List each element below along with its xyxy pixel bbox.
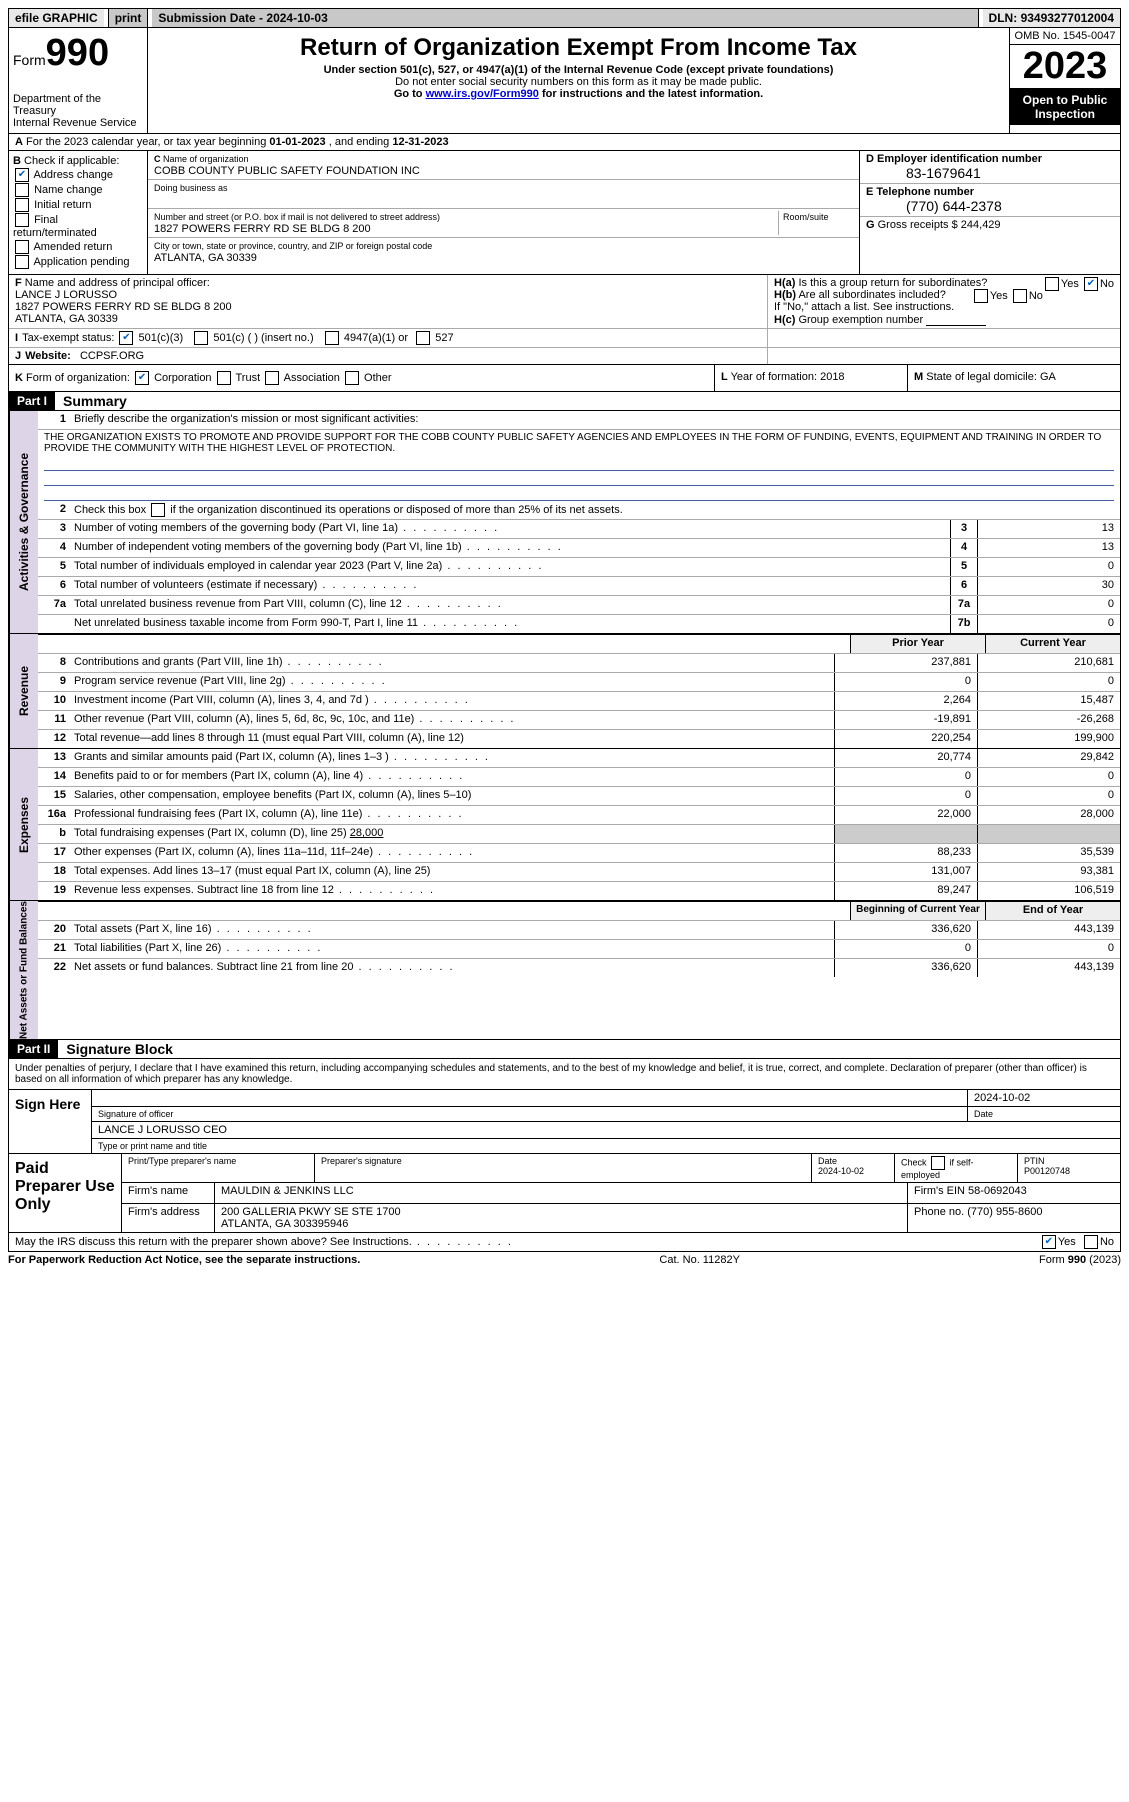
page-footer: For Paperwork Reduction Act Notice, see …: [8, 1252, 1121, 1268]
irs-label: Internal Revenue Service: [13, 117, 143, 129]
subtitle-3: Go to www.irs.gov/Form990 for instructio…: [156, 88, 1001, 100]
check-amended[interactable]: Amended return: [13, 240, 143, 254]
checkbox-icon[interactable]: [325, 331, 339, 345]
irs-link[interactable]: www.irs.gov/Form990: [426, 88, 539, 100]
gross-receipts: 244,429: [961, 219, 1001, 231]
paid-preparer-grid: Paid Preparer Use Only Print/Type prepar…: [9, 1153, 1120, 1232]
row-j: JWebsite: CCPSF.ORG: [9, 348, 768, 364]
city-state-zip: ATLANTA, GA 30339: [154, 252, 257, 264]
checkbox-icon[interactable]: [1045, 277, 1059, 291]
checkbox-icon: [15, 213, 29, 227]
top-bar: efile GRAPHIC print Submission Date - 20…: [8, 8, 1121, 28]
checkbox-icon[interactable]: [416, 331, 430, 345]
checkbox-icon[interactable]: [1042, 1235, 1056, 1249]
public-inspection: Open to Public Inspection: [1010, 89, 1120, 125]
block-bcd: B Check if applicable: Address change Na…: [8, 151, 1121, 275]
summary-governance: Activities & Governance 1Briefly describ…: [8, 411, 1121, 634]
dept-treasury: Department of the Treasury: [13, 93, 143, 117]
print-button[interactable]: print: [108, 9, 149, 27]
col-c: C Name of organization COBB COUNTY PUBLI…: [148, 151, 860, 274]
checkbox-icon[interactable]: [265, 371, 279, 385]
checkbox-icon[interactable]: [1084, 1235, 1098, 1249]
checkbox-icon: [15, 255, 29, 269]
dln: DLN: 93493277012004: [983, 9, 1120, 27]
checkbox-icon[interactable]: [151, 503, 165, 517]
header-center: Return of Organization Exempt From Incom…: [148, 28, 1009, 133]
part2-header: Part II Signature Block: [8, 1040, 1121, 1059]
row-a: A For the 2023 calendar year, or tax yea…: [8, 134, 1121, 151]
mission-text: THE ORGANIZATION EXISTS TO PROMOTE AND P…: [38, 430, 1120, 456]
summary-net-assets: Net Assets or Fund Balances Beginning of…: [8, 901, 1121, 1040]
website: CCPSF.ORG: [80, 350, 144, 362]
header-left: Form990 Department of the Treasury Inter…: [9, 28, 148, 133]
phone: (770) 644-2378: [866, 198, 1114, 214]
declaration-text: Under penalties of perjury, I declare th…: [9, 1059, 1120, 1089]
check-final[interactable]: Final return/terminated: [13, 213, 143, 239]
checkbox-icon[interactable]: [974, 289, 988, 303]
check-name-change[interactable]: Name change: [13, 183, 143, 197]
checkbox-icon[interactable]: [931, 1156, 945, 1170]
row-i: ITax-exempt status: 501(c)(3) 501(c) ( )…: [9, 329, 768, 347]
checkbox-icon[interactable]: [194, 331, 208, 345]
col-d: D Employer identification number 83-1679…: [860, 151, 1120, 274]
tax-year: 2023: [1010, 45, 1120, 89]
sign-here-grid: Sign Here 2024-10-02 Signature of office…: [9, 1089, 1120, 1153]
row-klm: K Form of organization: Corporation Trus…: [9, 364, 1120, 391]
block-fhijk: F Name and address of principal officer:…: [8, 275, 1121, 392]
check-initial[interactable]: Initial return: [13, 198, 143, 212]
group-exemption-input[interactable]: [926, 313, 986, 326]
summary-revenue: Revenue Prior YearCurrent Year 8Contribu…: [8, 634, 1121, 749]
form-number: Form990: [13, 32, 143, 75]
checkbox-icon: [15, 240, 29, 254]
checkbox-icon[interactable]: [217, 371, 231, 385]
form-header: Form990 Department of the Treasury Inter…: [8, 28, 1121, 134]
checkbox-icon[interactable]: [345, 371, 359, 385]
omb-number: OMB No. 1545-0047: [1010, 28, 1120, 45]
subtitle-1: Under section 501(c), 527, or 4947(a)(1)…: [156, 64, 1001, 76]
efile-label: efile GRAPHIC: [9, 9, 104, 27]
check-app-pending[interactable]: Application pending: [13, 255, 143, 269]
checkbox-icon[interactable]: [1013, 289, 1027, 303]
check-address-change[interactable]: Address change: [13, 168, 143, 182]
officer-name: LANCE J LORUSSO: [15, 289, 117, 301]
officer-typed-name: LANCE J LORUSSO CEO: [92, 1122, 1120, 1138]
checkbox-icon: [15, 183, 29, 197]
signature-block: Under penalties of perjury, I declare th…: [8, 1059, 1121, 1233]
part1-header: Part I Summary: [8, 392, 1121, 411]
checkbox-icon[interactable]: [135, 371, 149, 385]
checkbox-icon: [15, 198, 29, 212]
ein: 83-1679641: [866, 165, 1114, 181]
org-name: COBB COUNTY PUBLIC SAFETY FOUNDATION INC: [154, 165, 420, 177]
col-b: B Check if applicable: Address change Na…: [9, 151, 148, 274]
form-title: Return of Organization Exempt From Incom…: [156, 34, 1001, 62]
discuss-row: May the IRS discuss this return with the…: [8, 1233, 1121, 1252]
subtitle-2: Do not enter social security numbers on …: [156, 76, 1001, 88]
submission-date: Submission Date - 2024-10-03: [152, 9, 978, 27]
checkbox-icon: [15, 168, 29, 182]
block-h: H(a) Is this a group return for subordin…: [768, 275, 1120, 328]
checkbox-icon[interactable]: [119, 331, 133, 345]
header-right: OMB No. 1545-0047 2023 Open to Public In…: [1009, 28, 1120, 133]
block-f: F Name and address of principal officer:…: [9, 275, 768, 328]
street-address: 1827 POWERS FERRY RD SE BLDG 8 200: [154, 223, 371, 235]
summary-expenses: Expenses 13Grants and similar amounts pa…: [8, 749, 1121, 901]
checkbox-icon[interactable]: [1084, 277, 1098, 291]
firm-name: MAULDIN & JENKINS LLC: [215, 1183, 908, 1203]
